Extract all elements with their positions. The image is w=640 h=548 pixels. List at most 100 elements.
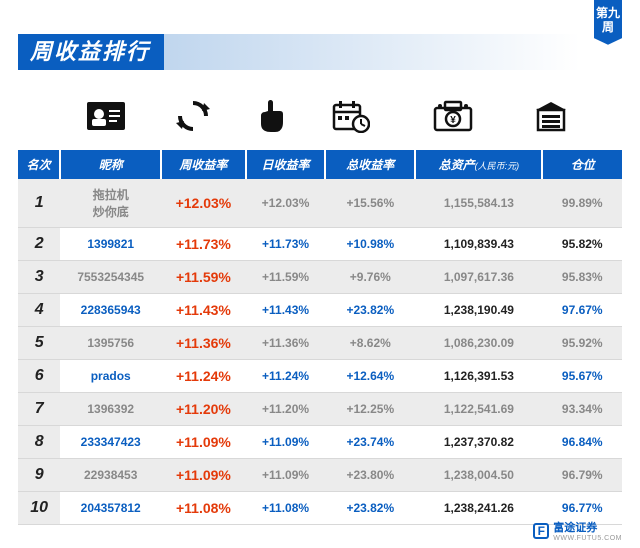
money-camera-icon: ¥ xyxy=(431,100,475,132)
col-week: 周收益率 xyxy=(161,150,246,179)
cell-week: +11.09% xyxy=(161,459,246,492)
table-row: 21399821+11.73%+11.73%+10.98%1,109,839.4… xyxy=(18,228,622,261)
cell-asset: 1,238,004.50 xyxy=(415,459,542,492)
col-total: 总收益率 xyxy=(325,150,415,179)
cell-total: +23.82% xyxy=(325,492,415,525)
cell-pos: 96.79% xyxy=(542,459,622,492)
cell-week: +11.59% xyxy=(161,261,246,294)
table-header-row: 名次 昵称 周收益率 日收益率 总收益率 总资产(人民币:元) 仓位 xyxy=(18,150,622,179)
cell-asset: 1,122,541.69 xyxy=(415,393,542,426)
cell-pos: 96.84% xyxy=(542,426,622,459)
cell-day: +12.03% xyxy=(246,179,325,228)
cell-asset: 1,238,241.26 xyxy=(415,492,542,525)
cell-day: +11.36% xyxy=(246,327,325,360)
cell-day: +11.24% xyxy=(246,360,325,393)
cell-rank: 6 xyxy=(18,360,60,393)
cell-week: +11.24% xyxy=(161,360,246,393)
cell-nick: 拖拉机炒你底 xyxy=(60,179,161,228)
cell-week: +11.43% xyxy=(161,294,246,327)
cell-rank: 9 xyxy=(18,459,60,492)
cell-nick: 1399821 xyxy=(60,228,161,261)
cell-total: +15.56% xyxy=(325,179,415,228)
table-row: 4228365943+11.43%+11.43%+23.82%1,238,190… xyxy=(18,294,622,327)
table-row: 71396392+11.20%+11.20%+12.25%1,122,541.6… xyxy=(18,393,622,426)
cell-total: +23.80% xyxy=(325,459,415,492)
brand-logo-icon: F xyxy=(533,523,549,539)
cell-total: +9.76% xyxy=(325,261,415,294)
table-row: 10204357812+11.08%+11.08%+23.82%1,238,24… xyxy=(18,492,622,525)
refresh-icon xyxy=(176,99,210,133)
cell-nick: 1396392 xyxy=(60,393,161,426)
col-rank: 名次 xyxy=(18,150,60,179)
cell-day: +11.09% xyxy=(246,459,325,492)
col-day: 日收益率 xyxy=(246,150,325,179)
cell-asset: 1,238,190.49 xyxy=(415,294,542,327)
ranking-table: 名次 昵称 周收益率 日收益率 总收益率 总资产(人民币:元) 仓位 1拖拉机炒… xyxy=(18,150,622,525)
cell-rank: 2 xyxy=(18,228,60,261)
week-tag: 第九周 xyxy=(594,0,622,45)
cell-rank: 8 xyxy=(18,426,60,459)
cell-total: +8.62% xyxy=(325,327,415,360)
cell-pos: 99.89% xyxy=(542,179,622,228)
brand-url: WWW.FUTU5.COM xyxy=(553,535,622,542)
col-pos: 仓位 xyxy=(542,150,622,179)
cell-total: +23.82% xyxy=(325,294,415,327)
cell-day: +11.20% xyxy=(246,393,325,426)
calendar-clock-icon xyxy=(332,99,370,133)
table-row: 922938453+11.09%+11.09%+23.80%1,238,004.… xyxy=(18,459,622,492)
cell-nick: 7553254345 xyxy=(60,261,161,294)
cell-week: +11.36% xyxy=(161,327,246,360)
table-row: 51395756+11.36%+11.36%+8.62%1,086,230.09… xyxy=(18,327,622,360)
id-card-icon xyxy=(87,102,125,130)
table-row: 8233347423+11.09%+11.09%+23.74%1,237,370… xyxy=(18,426,622,459)
cell-total: +12.64% xyxy=(325,360,415,393)
cell-nick: 228365943 xyxy=(60,294,161,327)
pointer-icon xyxy=(257,98,285,134)
cell-pos: 95.82% xyxy=(542,228,622,261)
cell-asset: 1,109,839.43 xyxy=(415,228,542,261)
cell-pos: 95.67% xyxy=(542,360,622,393)
cell-asset: 1,086,230.09 xyxy=(415,327,542,360)
page-title: 周收益排行 xyxy=(18,34,580,70)
svg-text:¥: ¥ xyxy=(450,115,456,126)
table-row: 1拖拉机炒你底+12.03%+12.03%+15.56%1,155,584.13… xyxy=(18,179,622,228)
cell-rank: 1 xyxy=(18,179,60,228)
cell-rank: 10 xyxy=(18,492,60,525)
cell-day: +11.43% xyxy=(246,294,325,327)
warehouse-icon xyxy=(534,100,568,132)
cell-asset: 1,097,617.36 xyxy=(415,261,542,294)
cell-week: +11.73% xyxy=(161,228,246,261)
cell-nick: 1395756 xyxy=(60,327,161,360)
cell-total: +12.25% xyxy=(325,393,415,426)
cell-asset: 1,126,391.53 xyxy=(415,360,542,393)
cell-week: +12.03% xyxy=(161,179,246,228)
cell-pos: 95.83% xyxy=(542,261,622,294)
cell-nick: 22938453 xyxy=(60,459,161,492)
cell-total: +10.98% xyxy=(325,228,415,261)
col-asset: 总资产(人民币:元) xyxy=(415,150,542,179)
cell-day: +11.08% xyxy=(246,492,325,525)
cell-pos: 97.67% xyxy=(542,294,622,327)
col-nick: 昵称 xyxy=(60,150,161,179)
cell-pos: 95.92% xyxy=(542,327,622,360)
cell-total: +23.74% xyxy=(325,426,415,459)
cell-rank: 4 xyxy=(18,294,60,327)
cell-rank: 5 xyxy=(18,327,60,360)
brand-name: 富途证券 xyxy=(553,522,597,534)
header-icon-row: ¥ xyxy=(18,92,622,140)
cell-week: +11.20% xyxy=(161,393,246,426)
table-row: 6prados+11.24%+11.24%+12.64%1,126,391.53… xyxy=(18,360,622,393)
cell-nick: 233347423 xyxy=(60,426,161,459)
cell-rank: 3 xyxy=(18,261,60,294)
cell-rank: 7 xyxy=(18,393,60,426)
cell-nick: prados xyxy=(60,360,161,393)
cell-day: +11.09% xyxy=(246,426,325,459)
cell-week: +11.09% xyxy=(161,426,246,459)
cell-day: +11.59% xyxy=(246,261,325,294)
cell-day: +11.73% xyxy=(246,228,325,261)
table-row: 37553254345+11.59%+11.59%+9.76%1,097,617… xyxy=(18,261,622,294)
cell-week: +11.08% xyxy=(161,492,246,525)
cell-asset: 1,237,370.82 xyxy=(415,426,542,459)
cell-asset: 1,155,584.13 xyxy=(415,179,542,228)
brand-footer: F 富途证券 WWW.FUTU5.COM xyxy=(533,519,622,542)
